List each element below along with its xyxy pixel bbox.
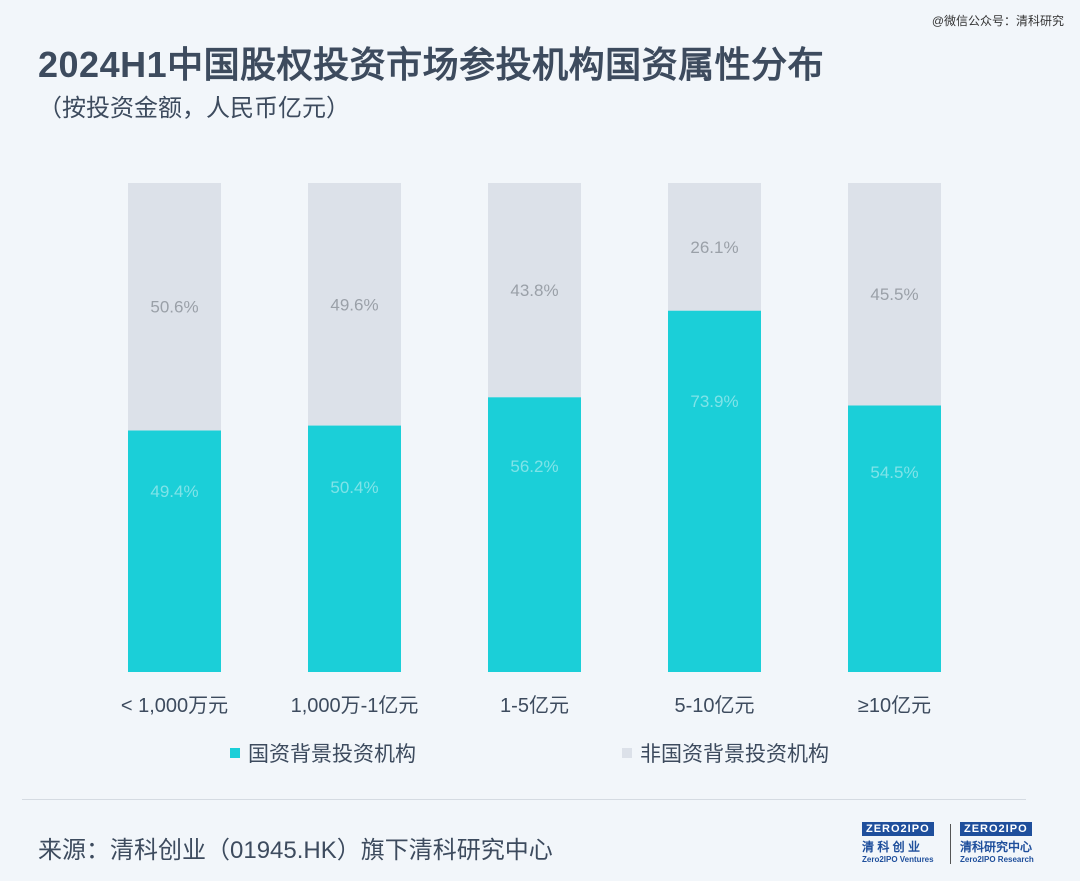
bar-gov (488, 397, 581, 672)
x-tick-label: 1,000万-1亿元 (291, 694, 419, 717)
bar-nongov (848, 183, 941, 406)
legend-swatch (230, 748, 240, 758)
logo-separator (950, 824, 951, 864)
bar-gov (668, 310, 761, 672)
logo-en: Zero2IPO Research (960, 855, 1034, 864)
x-tick-label: < 1,000万元 (121, 695, 228, 717)
logo-box: ZERO2IPO (960, 822, 1032, 836)
legend-label: 国资背景投资机构 (248, 743, 416, 766)
bar-gov (308, 425, 401, 672)
data-label: 54.5% (870, 463, 918, 482)
bar-nongov (668, 183, 761, 311)
zero2ipo-research-logo: ZERO2IPO 清科研究中心 Zero2IPO Research (960, 822, 1034, 864)
data-label: 26.1% (690, 238, 738, 257)
zero2ipo-ventures-logo: ZERO2IPO 清 科 创 业 Zero2IPO Ventures (862, 822, 934, 864)
x-tick-label: 1-5亿元 (500, 694, 569, 717)
legend-swatch (622, 748, 632, 758)
source-note: 来源：清科创业（01945.HK）旗下清科研究中心 (38, 837, 553, 864)
chart-title: 2024H1中国股权投资市场参投机构国资属性分布 (38, 44, 825, 85)
x-tick-label: 5-10亿元 (674, 694, 754, 717)
logo-en: Zero2IPO Ventures (862, 855, 934, 864)
watermark: @微信公众号：清科研究 (931, 14, 1064, 28)
chart-subtitle: （按投资金额，人民币亿元） (38, 95, 350, 122)
bar-chart: 49.4% 50.6% < 1,000万元 50.4% 49.6% 1,000万-1亿元 5… (121, 183, 941, 717)
data-label: 50.4% (330, 478, 378, 497)
logo-cn: 清 科 创 业 (862, 840, 921, 854)
bar-gov (128, 430, 221, 672)
legend-label: 非国资背景投资机构 (640, 743, 829, 766)
divider (22, 799, 1026, 800)
data-label: 43.8% (510, 281, 558, 300)
data-label: 49.4% (150, 482, 198, 501)
bar-gov (848, 405, 941, 672)
data-label: 50.6% (150, 298, 198, 317)
data-label: 45.5% (870, 285, 918, 304)
legend-item-nongov: 非国资背景投资机构 (622, 738, 829, 768)
data-label: 56.2% (510, 457, 558, 476)
bar-nongov (488, 183, 581, 398)
bar-nongov (128, 183, 221, 431)
logo-box: ZERO2IPO (862, 822, 934, 836)
data-label: 49.6% (330, 295, 378, 314)
logo-cn: 清科研究中心 (960, 840, 1033, 854)
x-tick-label: ≥10亿元 (858, 694, 931, 717)
legend-item-gov: 国资背景投资机构 (230, 738, 416, 768)
bar-nongov (308, 183, 401, 426)
data-label: 73.9% (690, 392, 738, 411)
